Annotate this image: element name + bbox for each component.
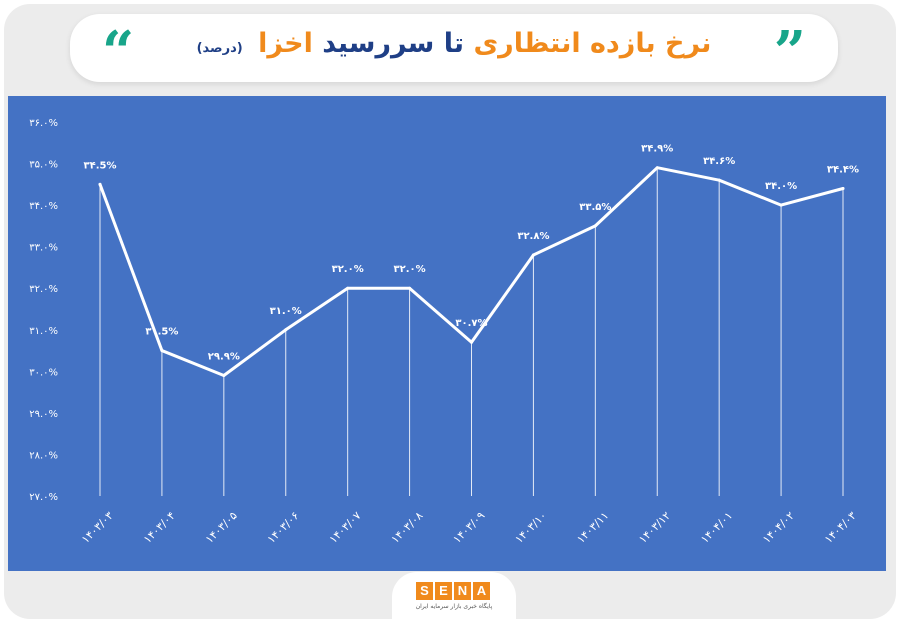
data-label: ۳۴.5%	[84, 160, 117, 171]
y-tick-label: ۲۸.۰%	[29, 450, 58, 461]
y-tick-label: ۳۶.۰%	[29, 118, 58, 129]
data-point	[841, 186, 845, 190]
data-label: ۳۴.۹%	[641, 144, 673, 155]
logo-letter: S	[416, 582, 433, 600]
data-label: ۳۴.۴%	[827, 164, 859, 175]
x-tick-label: ۱۴۰۳/۱۰	[513, 509, 550, 546]
data-label: ۳۲.۸%	[517, 231, 549, 242]
data-label: ۳۲.۰%	[394, 264, 426, 275]
logo-letter: N	[454, 582, 471, 600]
data-label: ۳۴.۶%	[703, 156, 735, 167]
x-tick-label: ۱۴۰۳/۰۵	[203, 509, 240, 546]
card-frame: “ نرخ بازده انتظاری تا سررسید اخزا (درصد…	[4, 4, 896, 622]
x-tick-label: ۱۴۰۴/۰۱	[698, 509, 735, 546]
logo-subtitle: پایگاه خبری بازار سرمایه ایران	[415, 603, 493, 610]
x-tick-label: ۱۴۰۳/۱۲	[636, 509, 673, 546]
data-label: ۳۱.۰%	[270, 306, 302, 317]
y-tick-label: ۲۷.۰%	[29, 492, 58, 503]
x-tick-label: ۱۴۰۳/۱۱	[574, 509, 611, 546]
y-tick-label: ۳۵.۰%	[29, 160, 58, 171]
data-label: ۳۳.۵%	[579, 202, 611, 213]
chart-panel: ۲۷.۰% ۲۸.۰% ۲۹.۰% ۳۰.۰% ۳۱.۰% ۳۲.۰% ۳۳.۰% ۳۴.۰%…	[8, 96, 886, 571]
title-part-akhza: اخزا	[258, 28, 313, 59]
x-tick-label: ۱۴۰۳/۰۴	[141, 509, 178, 546]
data-label: ۳۰.5%	[145, 327, 178, 338]
data-label: ۳۰.۷%	[455, 318, 487, 329]
title-part-yield: نرخ بازده انتظاری	[473, 28, 712, 59]
data-point	[98, 182, 102, 186]
x-tick-label: ۱۴۰۳/۰۳	[79, 509, 116, 546]
y-tick-label: ۳۰.۰%	[29, 367, 58, 378]
data-point	[470, 340, 473, 344]
data-point	[531, 253, 535, 257]
x-tick-label: ۱۴۰۳/۰۸	[389, 509, 426, 546]
quote-open-icon: “	[102, 19, 135, 85]
y-tick-label: ۳۲.۰%	[29, 284, 58, 295]
y-tick-label: ۳۱.۰%	[29, 326, 58, 337]
data-point	[346, 286, 350, 290]
data-point	[779, 203, 783, 207]
x-tick-label: ۱۴۰۴/۰۲	[760, 509, 797, 546]
data-label: ۲۹.۹%	[208, 351, 240, 362]
data-point	[284, 328, 288, 332]
quote-close-icon: ”	[773, 19, 806, 85]
data-point	[160, 349, 164, 353]
logo-letter: E	[435, 582, 452, 600]
data-point	[655, 166, 659, 170]
x-tick-label: ۱۴۰۳/۰۷	[327, 509, 364, 546]
x-tick-label: ۱۴۰۴/۰۳	[822, 509, 859, 546]
y-tick-label: ۳۳.۰%	[29, 243, 58, 254]
title-unit: (درصد)	[196, 41, 243, 56]
x-tick-label: ۱۴۰۳/۰۹	[451, 509, 488, 546]
data-point	[222, 373, 226, 377]
title-part-maturity: تا سررسید	[322, 28, 465, 59]
data-point	[408, 286, 412, 290]
data-point	[593, 224, 597, 228]
y-tick-label: ۳۴.۰%	[29, 201, 58, 212]
sena-logo: S E N A پایگاه خبری بازار سرمایه ایران	[392, 572, 516, 622]
y-tick-label: ۲۹.۰%	[29, 409, 58, 420]
logo-wordmark: S E N A	[416, 582, 490, 600]
data-label: ۳۴.۰%	[765, 181, 797, 192]
title-bar: “ نرخ بازده انتظاری تا سررسید اخزا (درصد…	[70, 14, 838, 82]
data-label: ۳۲.۰%	[332, 264, 364, 275]
line-chart: ۲۷.۰% ۲۸.۰% ۲۹.۰% ۳۰.۰% ۳۱.۰% ۳۲.۰% ۳۳.۰% ۳۴.۰%…	[29, 118, 859, 546]
logo-letter: A	[473, 582, 490, 600]
chart-title: نرخ بازده انتظاری تا سررسید اخزا (درصد)	[70, 28, 838, 59]
x-tick-label: ۱۴۰۳/۰۶	[265, 509, 302, 546]
data-point	[717, 178, 721, 182]
